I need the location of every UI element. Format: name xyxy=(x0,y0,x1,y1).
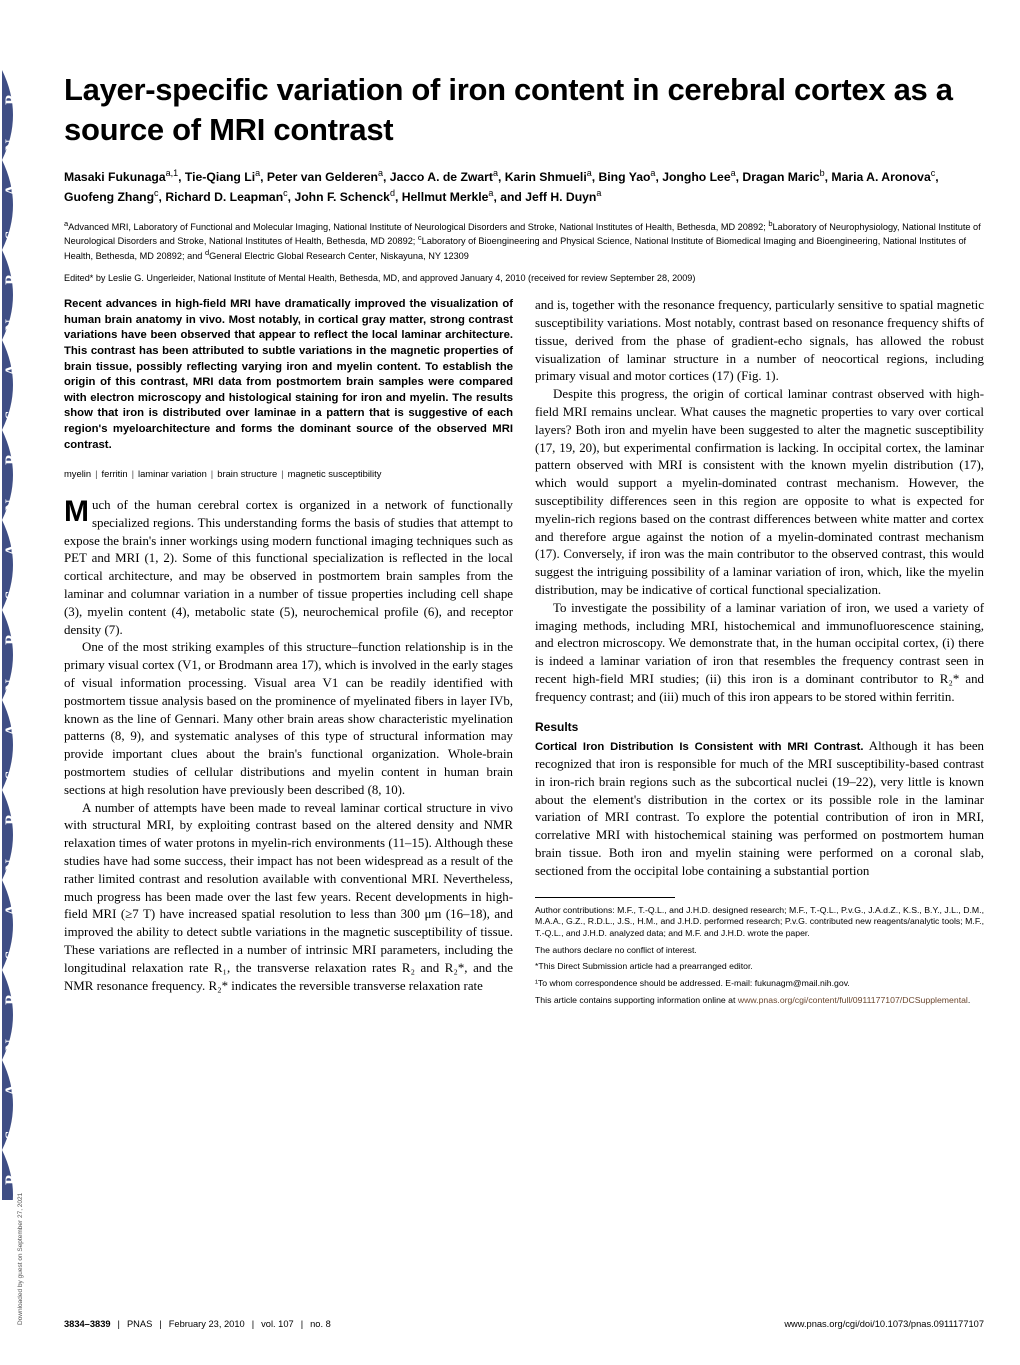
keyword: magnetic susceptibility xyxy=(288,468,382,479)
footnote-editor: *This Direct Submission article had a pr… xyxy=(535,961,984,973)
footnote-si-link[interactable]: www.pnas.org/cgi/content/full/0911177107… xyxy=(738,995,968,1005)
footer-issue: no. 8 xyxy=(310,1319,331,1329)
keyword: brain structure xyxy=(217,468,277,479)
right-column: and is, together with the resonance freq… xyxy=(535,297,984,1011)
two-column-layout: Recent advances in high-field MRI have d… xyxy=(64,297,984,1011)
keyword: ferritin xyxy=(102,468,128,479)
keyword: myelin xyxy=(64,468,91,479)
page-content: Layer-specific variation of iron content… xyxy=(64,70,984,1012)
left-column: Recent advances in high-field MRI have d… xyxy=(64,297,513,1011)
body-text-right: and is, together with the resonance freq… xyxy=(535,297,984,880)
footnote-si-text: This article contains supporting informa… xyxy=(535,995,738,1005)
footer-date: February 23, 2010 xyxy=(169,1319,245,1329)
footer-url: www.pnas.org/cgi/doi/10.1073/pnas.091117… xyxy=(784,1319,984,1329)
footnote-si-after: . xyxy=(968,995,970,1005)
page-footer: 3834–3839|PNAS|February 23, 2010|vol. 10… xyxy=(64,1319,984,1329)
paragraph: Despite this progress, the origin of cor… xyxy=(535,386,984,600)
pnas-watermark: P N A S xyxy=(2,70,30,1200)
section-heading-results: Results xyxy=(535,719,984,736)
dropcap: M xyxy=(64,497,92,525)
edited-line: Edited* by Leslie G. Ungerleider, Nation… xyxy=(64,273,984,283)
authors-list: Masaki Fukunagaa,1, Tie-Qiang Lia, Peter… xyxy=(64,167,984,207)
footnote-rule xyxy=(535,897,675,898)
paragraph: and is, together with the resonance freq… xyxy=(535,297,984,386)
footnotes: Author contributions: M.F., T.-Q.L., and… xyxy=(535,905,984,1007)
paragraph: Cortical Iron Distribution Is Consistent… xyxy=(535,738,984,880)
affiliations: aAdvanced MRI, Laboratory of Functional … xyxy=(64,219,984,262)
abstract: Recent advances in high-field MRI have d… xyxy=(64,297,513,453)
keyword: laminar variation xyxy=(138,468,207,479)
download-note: Downloaded by guest on September 27, 202… xyxy=(17,1193,24,1325)
footnote-supporting-info: This article contains supporting informa… xyxy=(535,995,984,1007)
footer-journal: PNAS xyxy=(127,1319,152,1329)
footer-page-nums: 3834–3839 xyxy=(64,1319,111,1329)
paragraph: To investigate the possibility of a lami… xyxy=(535,600,984,707)
footnote-coi: The authors declare no conflict of inter… xyxy=(535,945,984,957)
paragraph: One of the most striking examples of thi… xyxy=(64,639,513,799)
body-text-left: Much of the human cerebral cortex is org… xyxy=(64,497,513,995)
runin-heading: Cortical Iron Distribution Is Consistent… xyxy=(535,741,864,753)
paragraph: Much of the human cerebral cortex is org… xyxy=(64,497,513,639)
article-title: Layer-specific variation of iron content… xyxy=(64,70,984,149)
paragraph: A number of attempts have been made to r… xyxy=(64,800,513,996)
footnote-contributions: Author contributions: M.F., T.-Q.L., and… xyxy=(535,905,984,940)
paragraph-text: Although it has been recognized that iro… xyxy=(535,739,984,878)
footnote-correspondence: ¹To whom correspondence should be addres… xyxy=(535,978,984,990)
footer-left: 3834–3839|PNAS|February 23, 2010|vol. 10… xyxy=(64,1319,331,1329)
paragraph-text: uch of the human cerebral cortex is orga… xyxy=(64,498,513,637)
keywords: myelin|ferritin|laminar variation|brain … xyxy=(64,468,513,479)
footer-volume: vol. 107 xyxy=(261,1319,294,1329)
